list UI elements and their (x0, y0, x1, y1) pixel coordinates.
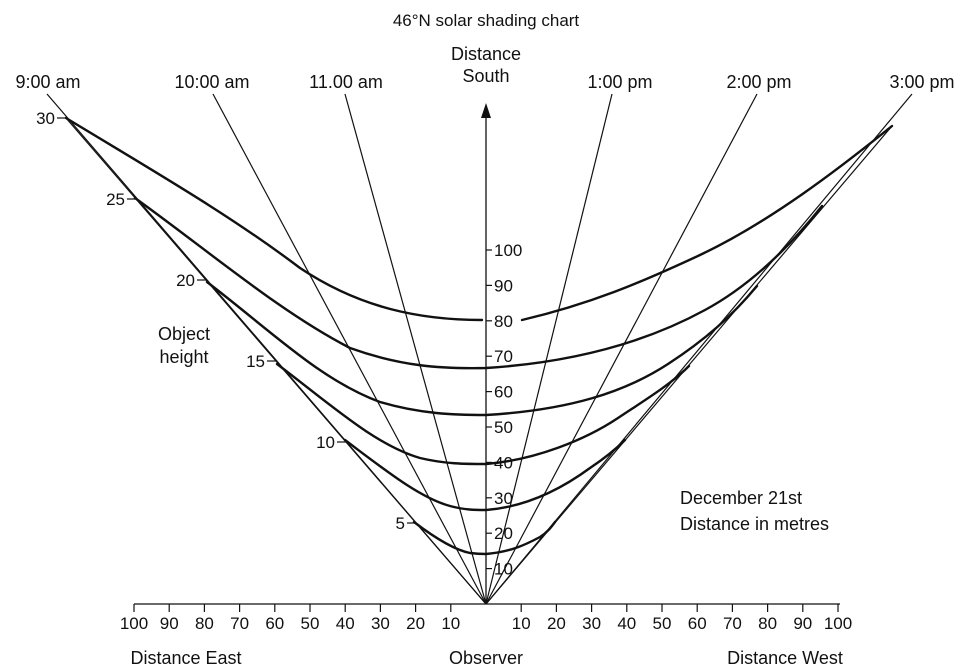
shadow-curve-30 (64, 116, 484, 322)
west-tick-label: 40 (617, 614, 636, 633)
bottom-axis: 100 90 80 70 60 50 40 30 20 10 10 20 30 40 50 60 70 80 90… (120, 603, 852, 668)
note-date: December 21st (680, 488, 802, 508)
object-height-value: 15 (246, 352, 265, 371)
hour-line-2pm (485, 93, 758, 605)
hour-label-9am: 9:00 am (15, 72, 80, 92)
east-tick-label: 50 (301, 614, 320, 633)
observer-label: Observer (449, 648, 523, 668)
shadow-curve-20 (205, 280, 759, 417)
west-tick-label: 90 (793, 614, 812, 633)
south-tick-label: 80 (494, 312, 513, 331)
east-tick-label: 90 (160, 614, 179, 633)
west-tick-label: 80 (758, 614, 777, 633)
west-tick-label: 10 (512, 614, 531, 633)
west-tick-label: 30 (582, 614, 601, 633)
hour-line-1pm (485, 93, 613, 605)
chart-title: 46°N solar shading chart (393, 11, 580, 30)
hour-label-3pm: 3:00 pm (889, 72, 954, 92)
west-axis-label: Distance West (727, 648, 843, 668)
east-tick-label: 20 (406, 614, 425, 633)
object-height-value: 20 (176, 271, 195, 290)
south-tick-label: 40 (494, 453, 513, 472)
east-tick-label: 80 (195, 614, 214, 633)
east-tick-label: 70 (230, 614, 249, 633)
south-tick-label: 70 (494, 347, 513, 366)
shadow-curve-10 (343, 438, 627, 512)
south-axis-ticks: 10 20 30 40 50 60 70 80 90 100 (486, 241, 522, 579)
west-tick-label: 70 (723, 614, 742, 633)
hour-label-2pm: 2:00 pm (726, 72, 791, 92)
east-tick-label: 30 (371, 614, 390, 633)
shadow-curve-5 (412, 520, 557, 556)
object-height-value: 30 (36, 109, 55, 128)
south-axis: Distance South 10 20 30 40 50 60 70 80 90 100 (451, 44, 522, 604)
south-axis-label-line2: South (462, 66, 509, 86)
south-tick-label: 50 (494, 418, 513, 437)
object-height-value: 25 (106, 190, 125, 209)
south-axis-arrowhead (481, 103, 491, 118)
south-tick-label: 10 (494, 560, 513, 579)
east-tick-label: 60 (265, 614, 284, 633)
hour-label-11am: 11.00 am (309, 72, 383, 92)
west-tick-label: 100 (824, 614, 852, 633)
east-tick-label: 10 (441, 614, 460, 633)
object-height-value: 5 (396, 514, 405, 533)
west-axis-ticks: 10 20 30 40 50 60 70 80 90 100 (512, 604, 852, 633)
east-axis-ticks: 100 90 80 70 60 50 40 30 20 10 (120, 604, 460, 633)
south-axis-label-line1: Distance (451, 44, 521, 64)
west-tick-label: 60 (688, 614, 707, 633)
hour-labels: 9:00 am 10:00 am 11.00 am 1:00 pm 2:00 p… (15, 72, 954, 92)
east-tick-label: 100 (120, 614, 148, 633)
object-height-label-line2: height (159, 347, 208, 367)
east-axis-label: Distance East (130, 648, 241, 668)
west-tick-label: 50 (653, 614, 672, 633)
west-tick-label: 20 (547, 614, 566, 633)
south-tick-label: 100 (494, 241, 522, 260)
hour-line-3pm (485, 93, 913, 605)
east-tick-label: 40 (336, 614, 355, 633)
object-height-label-line1: Object (158, 324, 210, 344)
object-height-value: 10 (316, 433, 335, 452)
hour-lines (46, 93, 913, 605)
south-tick-label: 90 (494, 276, 513, 295)
south-tick-label: 20 (494, 524, 513, 543)
shadow-curve-30-right (520, 124, 894, 322)
south-tick-label: 30 (494, 489, 513, 508)
hour-label-1pm: 1:00 pm (587, 72, 652, 92)
object-height-ticks: 5 10 15 20 25 30 (36, 109, 416, 533)
hour-label-10am: 10:00 am (174, 72, 249, 92)
south-tick-label: 60 (494, 383, 513, 402)
hour-line-11am (344, 93, 487, 605)
note-units: Distance in metres (680, 514, 829, 534)
